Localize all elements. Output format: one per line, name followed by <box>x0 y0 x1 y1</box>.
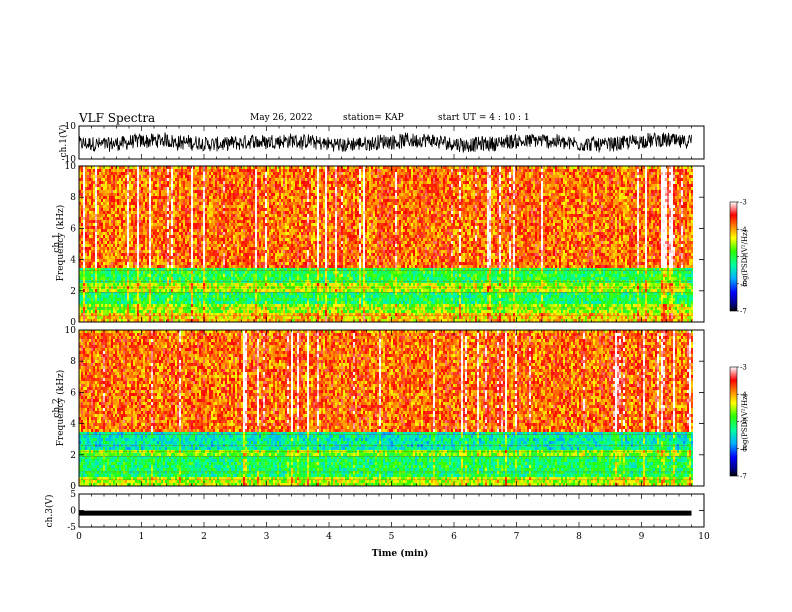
ch2-spec-y-tick-label: 4 <box>70 420 76 430</box>
station-label: station= KAP <box>343 113 404 123</box>
x-tick-label: 4 <box>326 532 332 542</box>
ch1-spec-colorbar-tick-label: -7 <box>740 308 747 316</box>
x-tick-label: 2 <box>201 532 207 542</box>
x-tick-label: 1 <box>139 532 145 542</box>
ch1-spec-y-tick-label: 2 <box>70 287 76 297</box>
ch3-wave-y-tick-label: -5 <box>67 523 76 533</box>
ch3-wave-ylabel: ch.3(V) <box>45 481 55 541</box>
ch3-wave-y-tick-label: 5 <box>70 490 76 500</box>
start-time-label: start UT = 4 : 10 : 1 <box>438 113 530 123</box>
ch1-wave-ylabel: ch.1(V) <box>59 111 69 171</box>
x-tick-label: 3 <box>264 532 270 542</box>
x-axis-label: Time (min) <box>350 549 450 559</box>
ch1-spec-ylabel-freq: Frequency (kHz) <box>56 188 66 298</box>
ch2-spec-colorbar <box>730 367 737 476</box>
x-tick-label: 7 <box>514 532 520 542</box>
x-tick-label: 9 <box>639 532 645 542</box>
ch1-spec-y-tick-label: 4 <box>70 256 76 266</box>
ch2-spec-y-tick-label: 6 <box>70 388 76 398</box>
ch2-spec-ylabel-freq: Frequency (kHz) <box>56 353 66 463</box>
vlf-figure: 10-100246810-3-4-5-6-70246810-3-4-5-6-75… <box>0 0 792 612</box>
ch1-spec-colorbar-tick-label: -3 <box>740 199 747 207</box>
ch1-spec-y-tick-label: 6 <box>70 224 76 234</box>
x-tick-label: 6 <box>451 532 457 542</box>
ch2-spec-colorbar-tick-label: -7 <box>740 473 747 481</box>
ch1-colorbar-label: log(PSD)(V²/Hz) <box>741 218 749 298</box>
x-tick-label: 0 <box>76 532 82 542</box>
ch3-wave-y-tick-label: 0 <box>70 507 76 517</box>
x-tick-label: 8 <box>576 532 582 542</box>
chart-panels: 10-100246810-3-4-5-6-70246810-3-4-5-6-75… <box>62 122 748 542</box>
ch1-spec-colorbar <box>730 202 737 311</box>
x-tick-label: 10 <box>698 532 710 542</box>
chart-title: VLF Spectra <box>79 111 155 125</box>
ch2-spec-heatmap <box>79 330 693 486</box>
ch2-colorbar-label: log(PSD)(V²/Hz) <box>741 382 749 462</box>
ch2-spec-y-tick-label: 8 <box>70 357 76 367</box>
ch2-spec-y-tick-label: 10 <box>65 326 77 336</box>
ch2-spec-y-tick-label: 2 <box>70 451 76 461</box>
x-tick-label: 5 <box>389 532 395 542</box>
ch1-waveform-line <box>79 132 692 152</box>
ch1-spec-y-tick-label: 8 <box>70 193 76 203</box>
ch2-spec-colorbar-tick-label: -3 <box>740 364 747 372</box>
ch1-spec-heatmap <box>79 166 693 322</box>
date-label: May 26, 2022 <box>250 113 313 123</box>
